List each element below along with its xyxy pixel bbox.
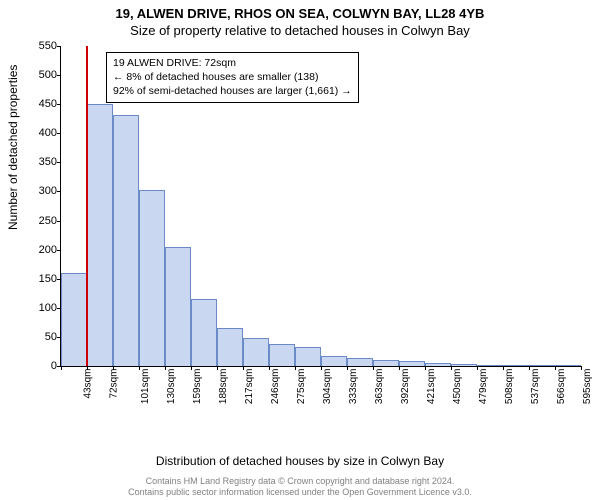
x-tick-label: 363sqm — [374, 369, 385, 405]
footer-attribution: Contains HM Land Registry data © Crown c… — [0, 476, 600, 499]
x-tick-mark — [425, 366, 426, 370]
histogram-bar — [191, 299, 217, 366]
histogram-bar — [477, 365, 503, 366]
x-tick-label: 275sqm — [296, 369, 307, 405]
histogram-bar — [113, 115, 139, 366]
chart-title-address: 19, ALWEN DRIVE, RHOS ON SEA, COLWYN BAY… — [0, 0, 600, 21]
y-tick-mark — [57, 104, 61, 105]
histogram-bar — [503, 365, 529, 366]
x-tick-label: 508sqm — [504, 369, 515, 405]
x-tick-mark — [139, 366, 140, 370]
y-tick-label: 200 — [23, 244, 57, 256]
x-tick-label: 72sqm — [109, 369, 120, 399]
histogram-bar — [451, 364, 477, 366]
y-tick-mark — [57, 75, 61, 76]
y-tick-mark — [57, 221, 61, 222]
annotation-line1: 19 ALWEN DRIVE: 72sqm — [113, 56, 352, 70]
footer-line2: Contains public sector information licen… — [0, 487, 600, 498]
x-tick-label: 246sqm — [270, 369, 281, 405]
x-tick-label: 595sqm — [582, 369, 593, 405]
x-tick-label: 159sqm — [192, 369, 203, 405]
x-tick-mark — [61, 366, 62, 370]
chart-area: 19 ALWEN DRIVE: 72sqm ← 8% of detached h… — [60, 46, 580, 416]
x-tick-mark — [529, 366, 530, 370]
y-tick-label: 0 — [23, 360, 57, 372]
histogram-bar — [295, 347, 321, 366]
y-tick-label: 450 — [23, 98, 57, 110]
histogram-bar — [217, 328, 243, 366]
x-tick-mark — [295, 366, 296, 370]
histogram-bar — [321, 356, 347, 366]
y-tick-label: 300 — [23, 185, 57, 197]
y-tick-label: 350 — [23, 156, 57, 168]
x-tick-mark — [581, 366, 582, 370]
property-marker-line — [86, 46, 88, 366]
x-tick-label: 304sqm — [322, 369, 333, 405]
histogram-bar — [269, 344, 295, 366]
x-tick-mark — [477, 366, 478, 370]
histogram-bar — [87, 104, 113, 366]
histogram-bar — [425, 363, 451, 366]
x-tick-mark — [503, 366, 504, 370]
y-tick-mark — [57, 46, 61, 47]
y-axis-label: Number of detached properties — [6, 65, 20, 230]
x-tick-label: 333sqm — [348, 369, 359, 405]
x-tick-label: 566sqm — [556, 369, 567, 405]
footer-line1: Contains HM Land Registry data © Crown c… — [0, 476, 600, 487]
histogram-bar — [165, 247, 191, 366]
y-tick-mark — [57, 162, 61, 163]
x-tick-label: 43sqm — [83, 369, 94, 399]
x-tick-label: 479sqm — [478, 369, 489, 405]
x-tick-mark — [321, 366, 322, 370]
histogram-bar — [399, 361, 425, 366]
x-tick-mark — [347, 366, 348, 370]
y-tick-label: 550 — [23, 40, 57, 52]
x-tick-mark — [87, 366, 88, 370]
x-tick-label: 130sqm — [166, 369, 177, 405]
y-tick-label: 400 — [23, 127, 57, 139]
plot-region: 19 ALWEN DRIVE: 72sqm ← 8% of detached h… — [60, 46, 581, 367]
y-tick-mark — [57, 250, 61, 251]
y-tick-label: 150 — [23, 273, 57, 285]
annotation-box: 19 ALWEN DRIVE: 72sqm ← 8% of detached h… — [106, 52, 359, 103]
chart-subtitle: Size of property relative to detached ho… — [0, 21, 600, 38]
x-tick-mark — [399, 366, 400, 370]
y-tick-label: 500 — [23, 69, 57, 81]
x-tick-mark — [191, 366, 192, 370]
x-tick-mark — [165, 366, 166, 370]
histogram-bar — [373, 360, 399, 366]
histogram-bar — [61, 273, 87, 366]
histogram-bar — [139, 190, 165, 366]
x-tick-label: 217sqm — [244, 369, 255, 405]
x-tick-mark — [373, 366, 374, 370]
x-tick-mark — [113, 366, 114, 370]
histogram-bar — [243, 338, 269, 366]
x-tick-label: 421sqm — [426, 369, 437, 405]
y-tick-label: 100 — [23, 302, 57, 314]
x-tick-mark — [243, 366, 244, 370]
x-tick-mark — [555, 366, 556, 370]
histogram-bar — [347, 358, 373, 366]
histogram-bar — [529, 365, 555, 366]
annotation-line3: 92% of semi-detached houses are larger (… — [113, 84, 352, 98]
chart-container: 19, ALWEN DRIVE, RHOS ON SEA, COLWYN BAY… — [0, 0, 600, 500]
x-tick-mark — [269, 366, 270, 370]
x-tick-mark — [217, 366, 218, 370]
annotation-line2: ← 8% of detached houses are smaller (138… — [113, 70, 352, 84]
y-tick-label: 50 — [23, 331, 57, 343]
histogram-bar — [555, 365, 581, 366]
y-tick-mark — [57, 191, 61, 192]
x-tick-mark — [451, 366, 452, 370]
x-tick-label: 101sqm — [140, 369, 151, 405]
y-tick-mark — [57, 133, 61, 134]
x-tick-label: 450sqm — [452, 369, 463, 405]
y-tick-label: 250 — [23, 215, 57, 227]
x-tick-label: 188sqm — [218, 369, 229, 405]
x-tick-label: 392sqm — [400, 369, 411, 405]
x-tick-label: 537sqm — [530, 369, 541, 405]
x-axis-label: Distribution of detached houses by size … — [0, 454, 600, 468]
